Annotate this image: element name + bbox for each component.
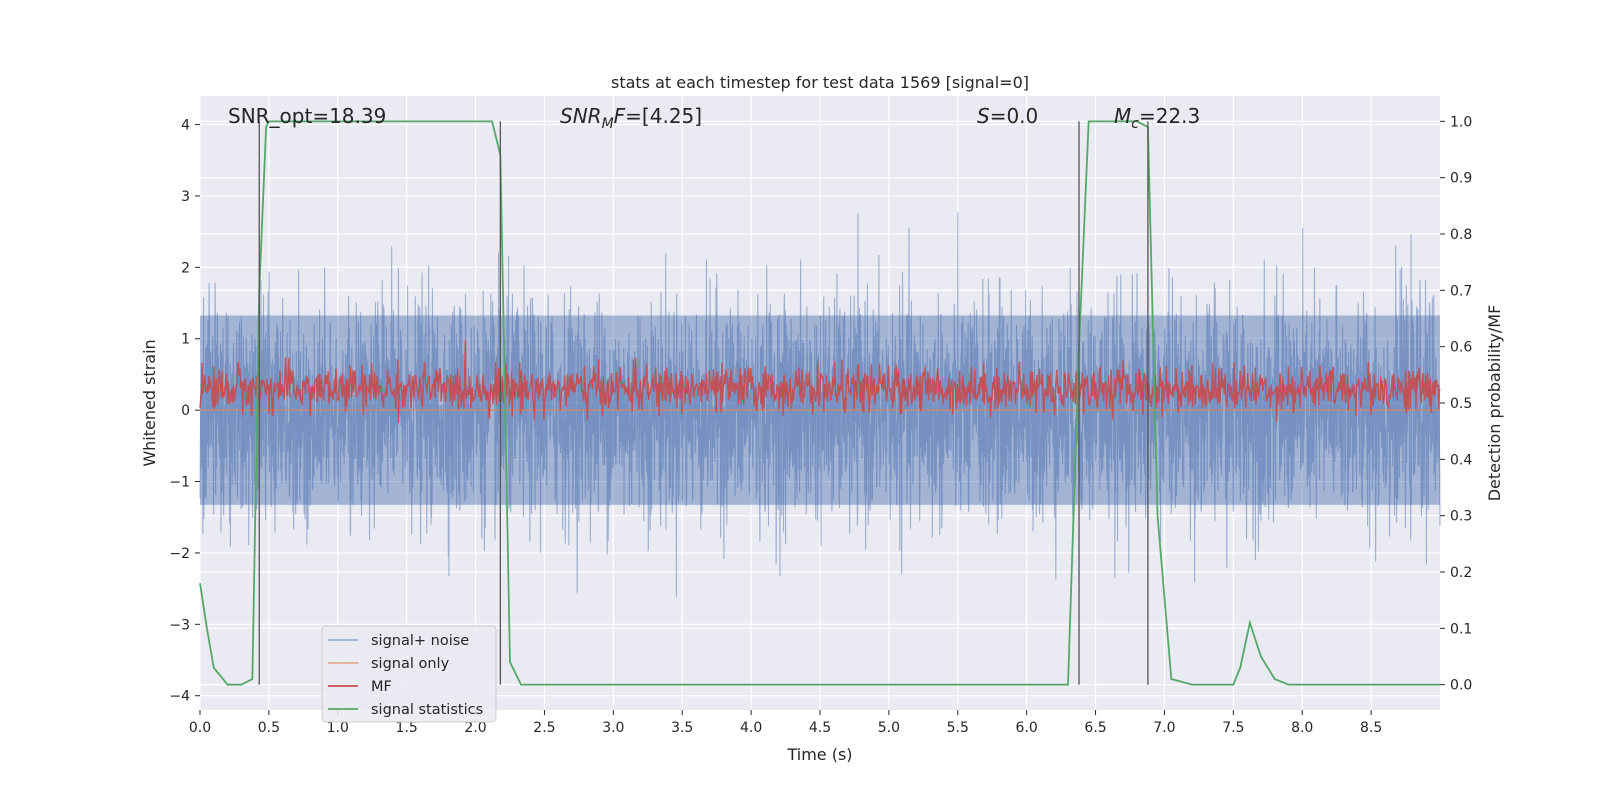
x-axis-label: Time (s) xyxy=(786,745,852,764)
annotation-mc: Mc=22.3 xyxy=(1114,104,1200,132)
y-tick-label-6: −2 xyxy=(169,546,190,562)
y-tick-label-7: −3 xyxy=(169,617,190,633)
x-tick-label-13: 6.5 xyxy=(1084,720,1106,736)
y2-axis-label: Detection probability/MF xyxy=(1485,305,1504,502)
snr-mf-value: =[4.25] xyxy=(625,104,702,128)
x-tick-label-14: 7.0 xyxy=(1153,720,1175,736)
series-line-0 xyxy=(199,212,1441,597)
x-tick-label-2: 1.0 xyxy=(327,720,349,736)
x-tick-label-3: 1.5 xyxy=(396,720,418,736)
series-layer xyxy=(199,120,1441,686)
x-tick-label-17: 8.5 xyxy=(1360,720,1382,736)
vertical-lines xyxy=(258,121,1149,685)
legend-label-signal-statistics: signal statistics xyxy=(371,702,483,718)
y2-tick-label-6: 0.4 xyxy=(1450,452,1472,468)
snr-mf-var2: F xyxy=(614,104,626,128)
y2-tick-label-8: 0.2 xyxy=(1450,565,1472,581)
annotation-s: S=0.0 xyxy=(977,104,1038,128)
snr-mf-var: SNR xyxy=(560,104,602,128)
annotation-snr-mf: SNRMF=[4.25] xyxy=(560,104,702,132)
series-line-3 xyxy=(199,120,1440,686)
legend-label-signal-only: signal only xyxy=(371,656,450,672)
x-tick-label-4: 2.0 xyxy=(464,720,486,736)
legend-label-signal-noise: signal+ noise xyxy=(371,633,469,649)
x-tick-label-0: 0.0 xyxy=(189,720,211,736)
y2-tick-label-10: 0.0 xyxy=(1450,678,1472,694)
snr-mf-subscript: M xyxy=(602,116,614,132)
y2-tick-label-9: 0.1 xyxy=(1450,621,1472,637)
x-tick-label-9: 4.5 xyxy=(809,720,831,736)
y-tick-label-5: −1 xyxy=(169,475,190,491)
x-tick-label-11: 5.5 xyxy=(947,720,969,736)
y-tick-label-0: 4 xyxy=(181,118,190,134)
legend-box xyxy=(321,625,497,723)
mc-value: =22.3 xyxy=(1139,104,1200,128)
y-tick-label-1: 3 xyxy=(181,189,190,205)
y2-tick-label-7: 0.3 xyxy=(1450,509,1472,525)
x-tick-label-15: 7.5 xyxy=(1222,720,1244,736)
annotation-snr-opt: SNR_opt=18.39 xyxy=(228,104,386,128)
series-line-2 xyxy=(199,340,1441,424)
x-tick-label-7: 3.5 xyxy=(671,720,693,736)
y2-tick-label-1: 0.9 xyxy=(1450,171,1472,187)
y-axis-label: Whitened strain xyxy=(140,339,159,466)
y2-tick-label-2: 0.8 xyxy=(1450,227,1472,243)
x-tick-label-10: 5.0 xyxy=(878,720,900,736)
y-tick-label-8: −4 xyxy=(169,689,190,705)
y2-tick-label-3: 0.7 xyxy=(1450,283,1472,299)
x-tick-label-8: 4.0 xyxy=(740,720,762,736)
legend-label-mf: MF xyxy=(371,679,392,695)
y2-tick-label-5: 0.5 xyxy=(1450,396,1472,412)
x-tick-label-6: 3.0 xyxy=(602,720,624,736)
mc-subscript: c xyxy=(1131,116,1139,132)
s-var: S xyxy=(977,104,990,128)
x-tick-label-1: 0.5 xyxy=(258,720,280,736)
y-tick-label-4: 0 xyxy=(181,403,190,419)
s-value: =0.0 xyxy=(990,104,1039,128)
x-tick-label-12: 6.0 xyxy=(1016,720,1038,736)
x-tick-label-16: 8.0 xyxy=(1291,720,1313,736)
legend: signal+ noise signal only MF signal stat… xyxy=(321,625,497,723)
y-tick-label-3: 1 xyxy=(181,332,190,348)
y2-tick-label-4: 0.6 xyxy=(1450,340,1472,356)
y-tick-label-2: 2 xyxy=(181,260,190,276)
x-tick-label-5: 2.5 xyxy=(533,720,555,736)
mc-var: M xyxy=(1114,104,1131,128)
chart-title: stats at each timestep for test data 156… xyxy=(611,73,1029,92)
y2-tick-label-0: 1.0 xyxy=(1450,114,1472,130)
ticks: 0.0 0.5 1.0 1.5 2.0 2.5 3.0 3.5 4.0 4.5 5.0 5.5 6.0 6… xyxy=(169,114,1472,736)
